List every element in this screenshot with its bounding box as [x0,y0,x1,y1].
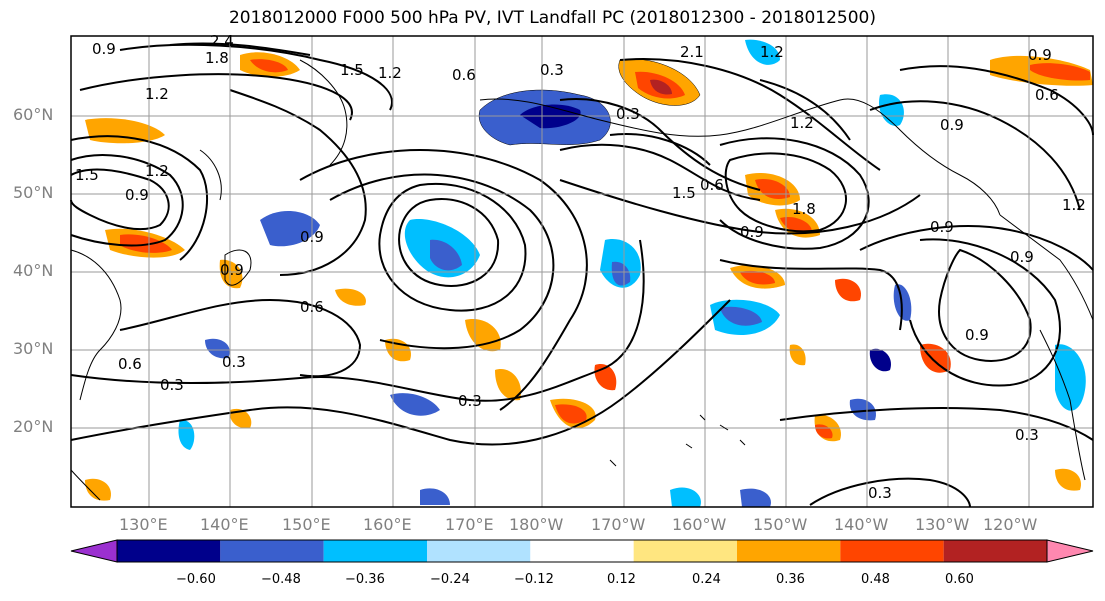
negative-shading [178,39,1086,507]
lon-label: 170°W [591,515,646,534]
lon-label: 150°W [753,515,808,534]
contour-label: 2.4 [210,32,234,50]
lon-label: 160°W [672,515,727,534]
contour-label: 0.3 [868,484,892,502]
colorbar-tick-label: −0.24 [430,572,470,587]
contour-label: 0.3 [160,376,184,394]
contour-label: 1.5 [340,61,364,79]
contour-label: 1.8 [205,49,229,67]
contour-label: 1.2 [145,162,169,180]
colorbar-min-extend [70,539,118,563]
contour-label: 1.2 [1062,196,1086,214]
colorbar-max-extend [1046,539,1094,563]
colorbar-tick-label: 0.36 [776,572,805,587]
contour-label: 0.9 [940,116,964,134]
lon-label: 180°W [509,515,564,534]
lon-label: 160°E [363,515,412,534]
colorbar-tick-label: −0.12 [514,572,554,587]
colorbar [70,539,1094,563]
contour-label: 0.6 [452,66,476,84]
contour-label: 1.2 [790,114,814,132]
contour-lines [70,42,1094,508]
lon-label: 170°E [445,515,494,534]
contour-label: 0.9 [1028,46,1052,64]
contour-label: 0.6 [118,355,142,373]
contour-label: 1.2 [145,85,169,103]
colorbar-tick-label: −0.60 [176,572,216,587]
lon-label: 140°W [834,515,889,534]
lon-label: 130°E [119,515,168,534]
contour-label: 1.8 [792,200,816,218]
lat-label: 50°N [13,183,54,202]
colorbar-tick-label: −0.36 [345,572,385,587]
graticule [71,36,1093,507]
colorbar-tick-label: 0.60 [945,572,974,587]
contour-label: 0.9 [965,326,989,344]
contour-label-group: 0.9 2.4 1.8 1.5 1.2 1.2 0.6 2.1 1.2 0.9 … [75,32,1086,502]
colorbar-segment [840,540,944,562]
contour-label: 0.3 [616,105,640,123]
colorbar-segment [530,540,634,562]
colorbar-frame [116,539,1048,563]
colorbar-segment [117,540,221,562]
colorbar-tick-label: 0.12 [607,572,636,587]
colorbar-segment [220,540,324,562]
colorbar-tick-label: 0.48 [861,572,890,587]
contour-label: 2.1 [680,43,704,61]
colorbar-segment [427,540,531,562]
positive-shading [85,52,1093,501]
contour-label: 0.9 [300,228,324,246]
lat-label: 20°N [13,417,54,436]
lon-label: 140°E [200,515,249,534]
colorbar-tick-label: −0.48 [261,572,301,587]
contour-label: 0.6 [300,298,324,316]
lat-label: 60°N [13,105,54,124]
contour-label: 0.6 [700,176,724,194]
colorbar-segment [737,540,841,562]
contour-label: 0.9 [740,223,764,241]
contour-label: 1.5 [672,184,696,202]
contour-label: 0.9 [92,40,116,58]
colorbar-tick-label: 0.24 [692,572,721,587]
contour-label: 0.3 [458,392,482,410]
colorbar-segment [633,540,737,562]
contour-label: 0.9 [1010,248,1034,266]
contour-label: 0.9 [125,186,149,204]
lat-label: 30°N [13,339,54,358]
lat-label: 40°N [13,261,54,280]
contour-label: 1.2 [378,64,402,82]
contour-label: 0.3 [222,353,246,371]
coastlines [70,59,1094,501]
lon-label: 120°W [983,515,1038,534]
contour-label: 0.6 [1035,86,1059,104]
contour-label: 0.9 [220,261,244,279]
map-frame [70,35,1094,508]
map-title: 2018012000 F000 500 hPa PV, IVT Landfall… [228,8,876,28]
colorbar-segment [943,540,1047,562]
map-plot-area [70,35,1094,508]
colorbar-segment [323,540,427,562]
lon-label: 130°W [915,515,970,534]
contour-label: 1.2 [760,43,784,61]
contour-label: 0.3 [1015,426,1039,444]
contour-label: 1.5 [75,166,99,184]
lon-label: 150°E [282,515,331,534]
contour-label: 0.9 [930,218,954,236]
contour-label: 0.3 [540,61,564,79]
